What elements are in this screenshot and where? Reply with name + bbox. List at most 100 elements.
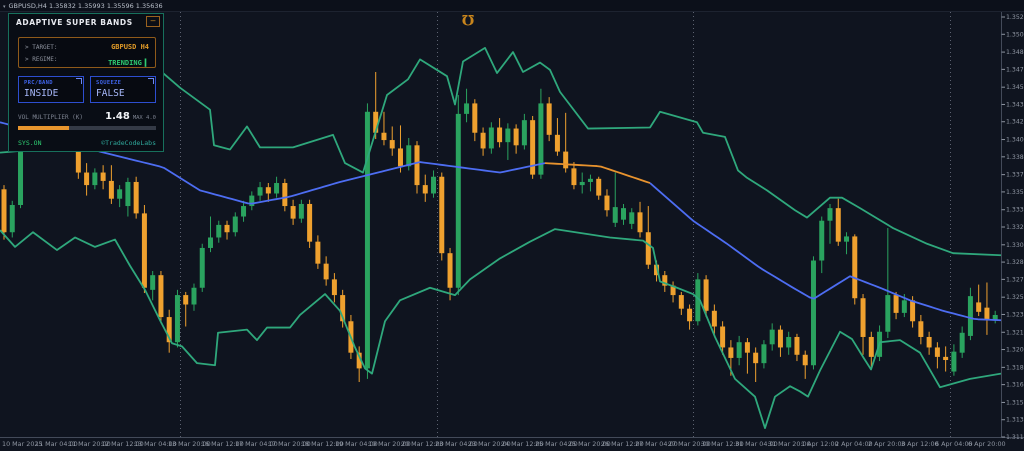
candle-bear <box>323 263 329 280</box>
candle-bear <box>414 145 420 186</box>
candle-bear <box>728 347 734 358</box>
time-label: 10 Mar 2025 <box>2 440 43 448</box>
time-label: 11 Mar 20:00 <box>68 440 111 448</box>
price-label: 1.34870 <box>1006 49 1024 56</box>
candle-bear <box>753 352 759 364</box>
candle-bull <box>819 220 825 261</box>
candle-bull <box>967 296 973 336</box>
price-label: 1.33200 <box>1006 224 1024 231</box>
time-label: 25 Mar 20:00 <box>568 440 611 448</box>
price-label: 1.32030 <box>1006 347 1024 354</box>
prc-band-label: PRC/BAND <box>24 80 53 86</box>
candle-bull <box>455 113 461 288</box>
candle-bull <box>901 300 907 313</box>
price-label: 1.32865 <box>1006 259 1024 266</box>
time-label: 2 Apr 20:00 <box>868 440 906 448</box>
price-label: 1.31695 <box>1006 382 1024 389</box>
candle-bear <box>422 185 428 194</box>
candle-bull <box>885 295 891 332</box>
price-label: 1.34370 <box>1006 101 1024 108</box>
candle-bull <box>761 344 767 364</box>
candle-bear <box>918 321 924 337</box>
candle-bear <box>926 336 932 348</box>
time-label: 13 Mar 04:00 <box>134 440 177 448</box>
candle-bull <box>538 103 544 175</box>
time-label: 27 Mar 20:00 <box>668 440 711 448</box>
candle-bear <box>637 212 643 233</box>
time-label: 17 Mar 04:00 <box>235 440 278 448</box>
price-label: 1.31525 <box>1006 399 1024 406</box>
time-label: 25 Mar 04:00 <box>535 440 578 448</box>
candle-bull <box>208 237 213 248</box>
candle-bull <box>241 206 247 217</box>
price-label: 1.34535 <box>1006 84 1024 91</box>
regime-value-wrap: TRENDING ▍ <box>108 50 149 69</box>
squeeze-value: FALSE <box>96 88 125 99</box>
candle-bull <box>257 187 263 196</box>
vol-multiplier-label: VOL MULTIPLIER (K) <box>18 114 84 121</box>
time-label: 19 Mar 04:00 <box>335 440 378 448</box>
target-value: GBPUSD H4 <box>111 43 149 51</box>
panel-minimize-button[interactable]: — <box>146 16 160 27</box>
candle-bear <box>670 285 676 296</box>
upper-band-line <box>0 46 1001 257</box>
squeeze-label: SQUEEZE <box>96 80 122 86</box>
candle-bull <box>810 260 816 366</box>
candle-bear <box>596 178 602 196</box>
time-label: 12 Mar 12:00 <box>101 440 144 448</box>
candle-bear <box>84 172 90 186</box>
candle-bull <box>959 332 965 353</box>
candle-bear <box>397 148 403 167</box>
time-label: 6 Apr 04:00 <box>935 440 973 448</box>
sys-status-badge: SYS.ON <box>18 139 42 147</box>
candle-bull <box>174 295 180 343</box>
candle-bear <box>108 180 114 199</box>
candle-bear <box>265 187 271 194</box>
candle-bull <box>125 181 131 207</box>
candle-bull <box>117 189 123 199</box>
candle-bull <box>464 103 470 114</box>
time-label: 19 Mar 20:00 <box>368 440 411 448</box>
price-label: 1.32195 <box>1006 329 1024 336</box>
indicator-panel[interactable]: ADAPTIVE SUPER BANDS — > TARGET: GBPUSD … <box>8 13 164 152</box>
prc-band-value: INSIDE <box>24 88 59 99</box>
candle-bear <box>868 336 874 357</box>
price-label: 1.33365 <box>1006 207 1024 214</box>
candle-bull <box>18 147 24 206</box>
time-label: 23 Mar 04:00 <box>435 440 478 448</box>
corner-bracket-icon <box>148 78 154 84</box>
candle-bull <box>150 275 156 290</box>
price-label: 1.32530 <box>1006 294 1024 301</box>
time-label: 27 Mar 04:00 <box>635 440 678 448</box>
candle-bull <box>587 178 593 182</box>
price-label: 1.32365 <box>1006 311 1024 318</box>
panel-footer: SYS.ON ©TradeCodeLabs <box>18 139 156 149</box>
candle-bear <box>381 132 387 141</box>
candle-bull <box>274 183 280 194</box>
candle-bull <box>579 181 585 186</box>
candle-bull <box>827 208 833 221</box>
candle-bear <box>860 298 866 337</box>
regime-row: > REGIME: TRENDING ▍ <box>25 53 149 67</box>
time-label: 16 Mar 12:00 <box>201 440 244 448</box>
time-label: 31 Mar 20:00 <box>768 440 811 448</box>
time-label: 13 Mar 20:00 <box>168 440 211 448</box>
regime-indicator-icon: ▍ <box>144 58 149 67</box>
candle-bear <box>563 151 569 169</box>
candle-bull <box>249 195 255 207</box>
candle-bear <box>852 236 858 299</box>
panel-header[interactable]: ADAPTIVE SUPER BANDS — <box>9 14 163 31</box>
target-row: > TARGET: GBPUSD H4 <box>25 41 149 53</box>
omega-logo-icon: Ω <box>460 10 476 27</box>
window-titlebar[interactable]: ▾ GBPUSD,H4 1.35832 1.35993 1.35596 1.356… <box>0 0 1024 12</box>
candle-bear <box>340 295 346 322</box>
squeeze-box: SQUEEZE FALSE <box>90 76 156 103</box>
candle-bull <box>191 287 197 305</box>
time-label: 18 Mar 12:00 <box>301 440 344 448</box>
candle-bull <box>199 247 205 288</box>
candle-bear <box>1 189 7 233</box>
time-label: 17 Mar 20:00 <box>268 440 311 448</box>
time-label: 30 Mar 12:00 <box>701 440 744 448</box>
